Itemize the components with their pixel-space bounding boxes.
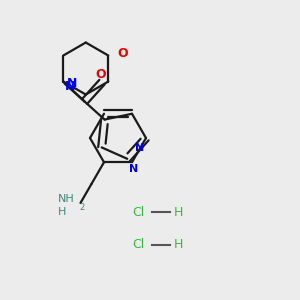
Text: H: H (173, 206, 183, 218)
Text: N: N (67, 77, 78, 90)
Text: NH: NH (58, 194, 75, 204)
Text: 2: 2 (80, 203, 85, 212)
Text: H: H (58, 207, 67, 217)
Text: H: H (173, 238, 183, 251)
Text: N: N (65, 80, 76, 93)
Text: Cl: Cl (132, 238, 144, 251)
Text: O: O (117, 47, 128, 60)
Text: Cl: Cl (132, 206, 144, 218)
Text: O: O (96, 68, 106, 81)
Text: N: N (129, 164, 138, 174)
Text: N: N (135, 143, 145, 153)
